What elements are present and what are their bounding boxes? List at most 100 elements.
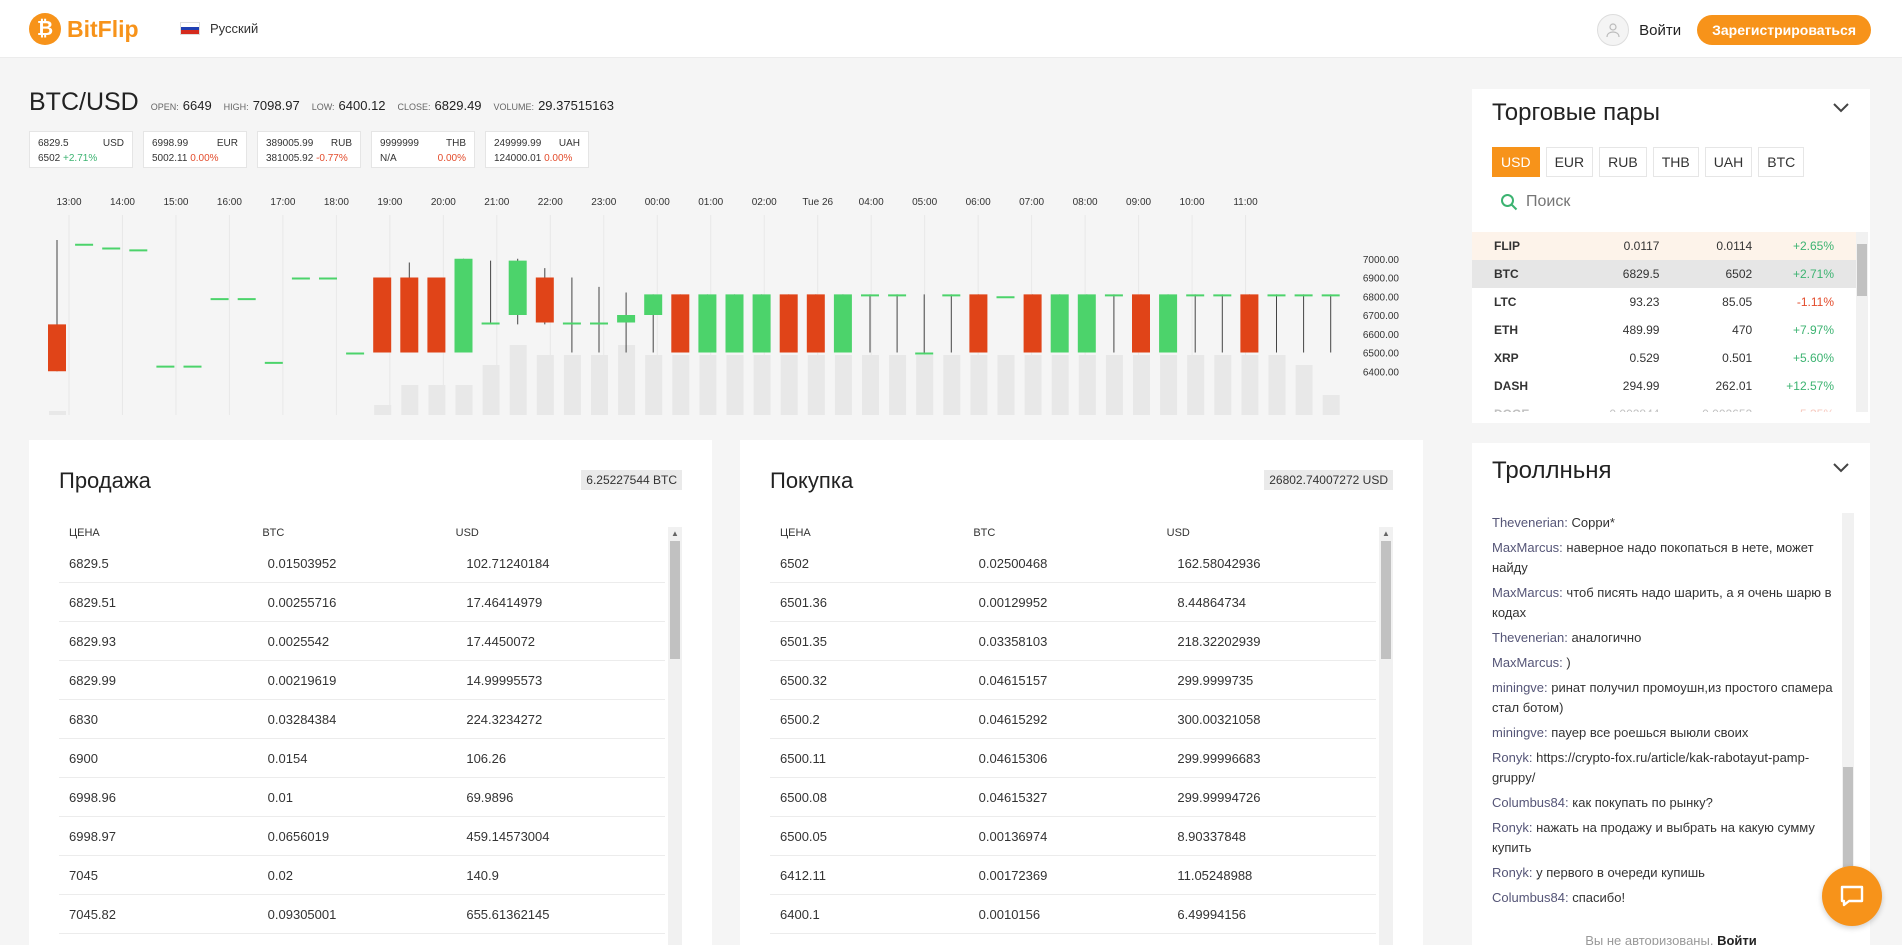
order-row[interactable]: 6829.99 0.00219619 14.99995573 xyxy=(59,661,665,700)
chat-scrollbar[interactable] xyxy=(1842,513,1854,873)
order-row[interactable]: 6500.08 0.04615327 299.99994726 xyxy=(770,778,1376,817)
tab-thb[interactable]: THB xyxy=(1652,147,1699,177)
pair-row-flip[interactable]: FLIP 0.0117 0.0114 +2.65% xyxy=(1472,232,1856,260)
chat-username[interactable]: Thevenerian: xyxy=(1492,515,1568,530)
pair-row-btc[interactable]: BTC 6829.5 6502 +2.71% xyxy=(1472,260,1856,288)
currency-quote-rub[interactable]: 389005.99 RUB 381005.92 -0.77% xyxy=(257,131,361,168)
order-row[interactable]: 7045 0.02 140.9 xyxy=(59,856,665,895)
chat-username[interactable]: Ronyk: xyxy=(1492,820,1533,835)
chat-username[interactable]: miningve: xyxy=(1492,680,1548,695)
order-row[interactable]: 6900 0.0154 106.26 xyxy=(59,739,665,778)
pair-row-ltc[interactable]: LTC 93.23 85.05 -1.11% xyxy=(1472,288,1856,316)
pairs-scrollbar[interactable] xyxy=(1856,232,1868,412)
pair-row-dash[interactable]: DASH 294.99 262.01 +12.57% xyxy=(1472,372,1856,400)
order-row[interactable]: 6501.35 0.03358103 218.32202939 xyxy=(770,622,1376,661)
buy-scrollbar[interactable]: ▲ xyxy=(1379,527,1393,945)
chat-title: Троллньня xyxy=(1492,457,1612,484)
order-row[interactable]: 6500.05 0.00136974 8.90337848 xyxy=(770,817,1376,856)
chat-username[interactable]: Ronyk: xyxy=(1492,865,1533,880)
order-row[interactable]: 6412.11 0.00172369 11.05248988 xyxy=(770,856,1376,895)
chat-username[interactable]: Ronyk: xyxy=(1492,750,1533,765)
scroll-up-icon[interactable]: ▲ xyxy=(671,529,679,538)
scroll-thumb[interactable] xyxy=(1843,767,1853,867)
chevron-down-icon[interactable] xyxy=(1832,461,1850,479)
order-row[interactable]: 7045.82 0.09305001 655.61362145 xyxy=(59,895,665,934)
tab-uah[interactable]: UAH xyxy=(1704,147,1753,177)
order-usd: 299.99994726 xyxy=(1177,789,1261,805)
search-icon xyxy=(1501,194,1518,211)
candle-body xyxy=(562,322,581,325)
order-usd: 106.26 xyxy=(466,750,507,766)
currency-quote-uah[interactable]: 249999.99 UAH 124000.01 0.00% xyxy=(485,131,589,168)
order-price: 6998.96 xyxy=(69,789,116,805)
pairs-search-input[interactable] xyxy=(1526,193,1826,211)
order-row[interactable]: 6998.97 0.0656019 459.14573004 xyxy=(59,817,665,856)
support-chat-button[interactable] xyxy=(1822,866,1882,926)
candlestick-chart[interactable]: 13:00 14:00 15:00 16:00 17:00 18:00 19:00 20:00… xyxy=(29,190,1409,415)
order-row[interactable]: 6830 0.03284384 224.3234272 xyxy=(59,700,665,739)
register-button[interactable]: Зарегистрироваться xyxy=(1697,15,1871,45)
order-row[interactable]: 6500.11 0.04615306 299.99996683 xyxy=(770,739,1376,778)
chat-login-link[interactable]: Войти xyxy=(1717,933,1757,945)
candle-body xyxy=(319,277,337,280)
order-row[interactable]: 6998.96 0.01 69.9896 xyxy=(59,778,665,817)
order-row[interactable]: 6500.32 0.04615157 299.9999735 xyxy=(770,661,1376,700)
login-link[interactable]: Войти xyxy=(1639,21,1682,39)
order-price: 6998.97 xyxy=(69,828,116,844)
order-row[interactable]: 6500.2 0.04615292 300.00321058 xyxy=(770,700,1376,739)
volume-bar xyxy=(699,355,717,415)
scroll-thumb[interactable] xyxy=(1381,541,1391,659)
order-row[interactable]: 6400.1 0.0010156 6.49994156 xyxy=(770,895,1376,934)
time-tick-label: 18:00 xyxy=(324,197,349,208)
stat-low: LOW: 6400.12 xyxy=(311,98,386,113)
order-price: 7045 xyxy=(69,867,98,883)
volume-bar xyxy=(1024,355,1042,415)
volume-bar xyxy=(428,385,446,415)
order-row[interactable]: 6502 0.02500468 162.58042936 xyxy=(770,544,1376,583)
tab-btc[interactable]: BTC xyxy=(1758,147,1805,177)
pair-row-xrp[interactable]: XRP 0.529 0.501 +5.60% xyxy=(1472,344,1856,372)
order-usd: 8.90337848 xyxy=(1177,828,1247,844)
brand-logo[interactable]: ₿ BitFlip xyxy=(29,13,139,45)
chat-username[interactable]: MaxMarcus: xyxy=(1492,655,1563,670)
order-usd: 102.71240184 xyxy=(466,555,550,571)
pair-row-doge[interactable]: DOGE0.0028440.002652-5.35% xyxy=(1472,400,1856,412)
order-row[interactable]: 6829.5 0.01503952 102.71240184 xyxy=(59,544,665,583)
tab-usd[interactable]: USD xyxy=(1492,147,1540,177)
user-icon[interactable] xyxy=(1597,14,1630,46)
pair-change: -5.35% xyxy=(1752,407,1834,412)
price-chart[interactable]: 13:00 14:00 15:00 16:00 17:00 18:00 19:00 20:00… xyxy=(29,190,1409,415)
chat-username[interactable]: Columbus84: xyxy=(1492,890,1569,905)
sell-scrollbar[interactable]: ▲ xyxy=(668,527,682,945)
currency-quote-eur[interactable]: 6998.99 EUR 5002.11 0.00% xyxy=(143,131,247,168)
pair-symbol: DOGE xyxy=(1494,407,1567,412)
currency-quote-thb[interactable]: 9999999 THB N/A 0.00% xyxy=(371,131,475,168)
chat-username[interactable]: MaxMarcus: xyxy=(1492,540,1563,555)
language-selector[interactable]: Русский xyxy=(180,21,258,36)
currency-quote-usd[interactable]: 6829.5 USD 6502 +2.71% xyxy=(29,131,133,168)
order-btc: 0.04615157 xyxy=(978,672,1048,688)
time-tick-label: 06:00 xyxy=(966,197,991,208)
buy-table-header: ЦЕНА BTC USD xyxy=(780,527,1360,539)
chat-username[interactable]: MaxMarcus: xyxy=(1492,585,1563,600)
chevron-down-icon[interactable] xyxy=(1832,101,1850,119)
volume-bar xyxy=(1295,365,1313,415)
order-row[interactable]: 6829.93 0.0025542 17.4450072 xyxy=(59,622,665,661)
pair-currency-tabs: USD EUR RUB THB UAH BTC xyxy=(1492,147,1805,177)
tab-eur[interactable]: EUR xyxy=(1545,147,1594,177)
pair-row-eth[interactable]: ETH 489.99 470 +7.97% xyxy=(1472,316,1856,344)
candle-body xyxy=(617,315,636,323)
scroll-thumb[interactable] xyxy=(670,541,680,659)
tab-rub[interactable]: RUB xyxy=(1599,147,1647,177)
volume-bar xyxy=(726,355,744,415)
scroll-thumb[interactable] xyxy=(1857,244,1867,296)
chat-username[interactable]: Columbus84: xyxy=(1492,795,1569,810)
order-row[interactable]: 6829.51 0.00255716 17.46414979 xyxy=(59,583,665,622)
order-usd: 14.99995573 xyxy=(466,672,543,688)
chat-username[interactable]: Thevenerian: xyxy=(1492,630,1568,645)
chat-message: MaxMarcus: наверное надо покопаться в не… xyxy=(1492,538,1842,578)
order-row[interactable]: 6501.36 0.00129952 8.44864734 xyxy=(770,583,1376,622)
volume-bar xyxy=(482,365,500,415)
chat-username[interactable]: miningve: xyxy=(1492,725,1548,740)
scroll-up-icon[interactable]: ▲ xyxy=(1382,529,1390,538)
